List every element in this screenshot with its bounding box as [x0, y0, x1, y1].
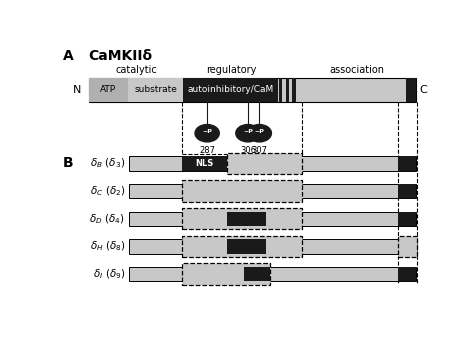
Bar — [399, 212, 416, 226]
Bar — [129, 184, 416, 198]
Text: $\delta_I$ $(\delta_9)$: $\delta_I$ $(\delta_9)$ — [93, 267, 125, 281]
Bar — [129, 239, 416, 254]
Text: NLS: NLS — [195, 159, 213, 168]
Text: regulatory: regulatory — [206, 65, 256, 75]
Text: $\delta_B$ $(\delta_3)$: $\delta_B$ $(\delta_3)$ — [90, 157, 125, 170]
Bar — [129, 267, 416, 281]
Bar — [399, 267, 416, 281]
Bar — [406, 78, 416, 102]
Text: substrate: substrate — [134, 85, 177, 94]
Bar — [399, 156, 416, 171]
Text: B: B — [63, 156, 73, 170]
Bar — [279, 78, 283, 102]
Text: catalytic: catalytic — [115, 65, 157, 75]
Text: association: association — [329, 65, 384, 75]
Bar — [129, 156, 416, 171]
Bar — [292, 78, 296, 102]
Text: $\delta_D$ $(\delta_4)$: $\delta_D$ $(\delta_4)$ — [90, 212, 125, 226]
Circle shape — [195, 124, 219, 142]
Text: ~P: ~P — [255, 129, 264, 134]
Text: ~P: ~P — [202, 129, 212, 134]
Bar — [182, 181, 301, 202]
Circle shape — [236, 124, 260, 142]
Bar — [128, 78, 183, 102]
Circle shape — [247, 124, 272, 142]
Text: 287: 287 — [199, 146, 215, 155]
Text: autoinhibitory/CaM: autoinhibitory/CaM — [188, 85, 274, 94]
Bar — [227, 212, 265, 226]
Text: A: A — [63, 49, 73, 63]
Bar — [183, 78, 278, 102]
Bar — [182, 236, 301, 257]
Bar — [182, 263, 270, 285]
Bar — [399, 184, 416, 198]
Bar — [399, 236, 418, 257]
Text: 306: 306 — [240, 146, 256, 155]
Bar — [182, 208, 301, 229]
Text: $\delta_H$ $(\delta_8)$: $\delta_H$ $(\delta_8)$ — [90, 240, 125, 253]
Text: ATP: ATP — [100, 85, 116, 94]
Bar — [89, 78, 128, 102]
Bar — [89, 78, 416, 102]
Text: C: C — [419, 85, 427, 95]
Text: $\delta_C$ $(\delta_2)$: $\delta_C$ $(\delta_2)$ — [90, 184, 125, 198]
Bar — [286, 78, 289, 102]
Text: CaMKIIδ: CaMKIIδ — [89, 49, 153, 63]
Bar — [227, 153, 301, 174]
Bar — [182, 156, 227, 171]
Bar — [244, 267, 270, 281]
Text: 307: 307 — [251, 146, 267, 155]
Bar — [129, 212, 416, 226]
Text: N: N — [73, 85, 82, 95]
Bar — [227, 239, 265, 254]
Text: ~P: ~P — [243, 129, 253, 134]
